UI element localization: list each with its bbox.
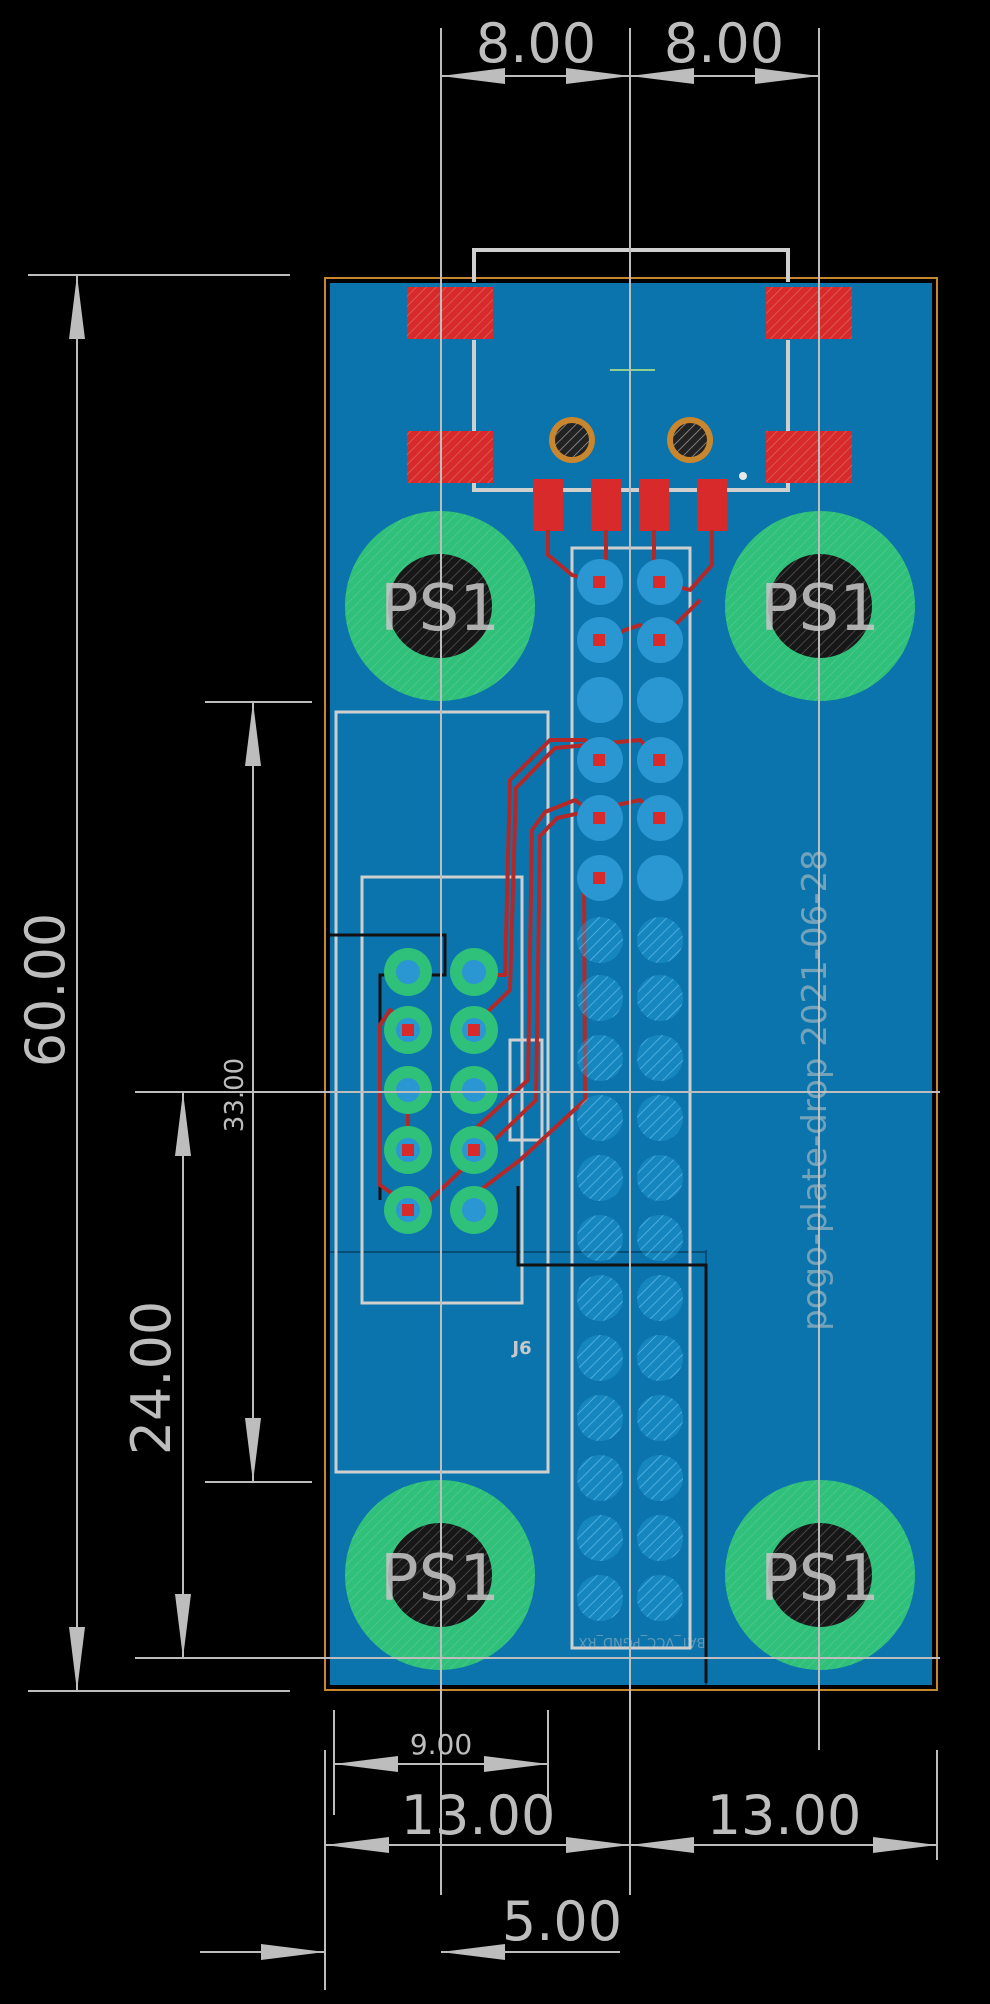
dimension-lines bbox=[28, 28, 940, 1990]
dim-height-total: 60.00 bbox=[14, 913, 77, 1068]
dim-bottom-left: 13.00 bbox=[401, 1784, 556, 1847]
dim-bottom-offset: 5.00 bbox=[502, 1890, 622, 1953]
pin-header-pins bbox=[577, 559, 683, 1621]
mount-label-4: PS1 bbox=[760, 1542, 880, 1616]
board-date-label: pogo-plate-drop 2021-06-28 bbox=[795, 849, 835, 1331]
pin-header-vias bbox=[593, 576, 665, 884]
connector-label: J6 bbox=[510, 1338, 531, 1359]
dim-bottom-small: 9.00 bbox=[410, 1728, 472, 1761]
dim-height-mid: 33.00 bbox=[220, 1058, 250, 1132]
mount-label-2: PS1 bbox=[760, 572, 880, 646]
usb-connector-pads bbox=[407, 287, 852, 531]
header-label: BAT_VCC_PGND_RX bbox=[578, 1634, 705, 1649]
mount-label-1: PS1 bbox=[380, 572, 500, 646]
dimension-arrows bbox=[69, 68, 937, 1960]
dim-top-right: 8.00 bbox=[664, 12, 784, 75]
mount-label-3: PS1 bbox=[380, 1542, 500, 1616]
dim-height-lower: 24.00 bbox=[120, 1301, 183, 1456]
j6-pins bbox=[384, 948, 498, 1234]
dim-top-left: 8.00 bbox=[476, 12, 596, 75]
dim-bottom-right: 13.00 bbox=[707, 1784, 862, 1847]
